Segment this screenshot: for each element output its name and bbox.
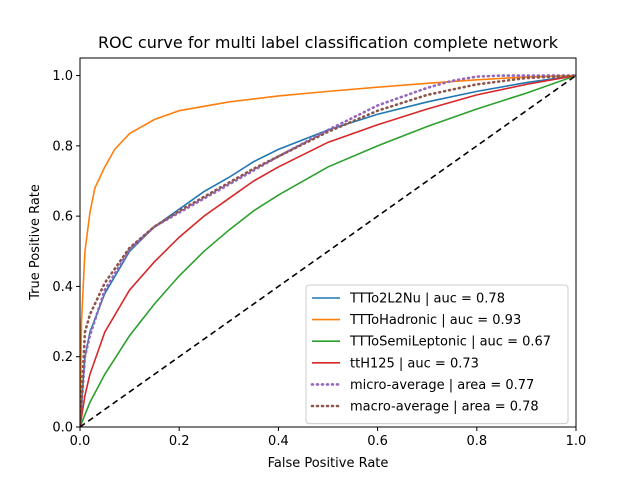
legend-entry-macro-average: macro-average | area = 0.78 — [350, 400, 539, 415]
legend-entry-tttosemileptonic: TTToSemiLeptonic | auc = 0.67 — [349, 335, 551, 350]
axes: 0.0 0.2 0.4 0.6 0.8 1.0 0.0 0.2 0.4 0.6 0.8 1.0 — [52, 57, 587, 449]
x-tick-label: 0.4 — [268, 434, 289, 449]
y-tick-label: 0.8 — [52, 139, 73, 154]
x-tick-label: 0.0 — [70, 434, 91, 449]
y-tick-label: 0.0 — [52, 421, 73, 436]
chance-diagonal-line — [80, 74, 576, 427]
legend-entry-tth125: ttH125 | auc = 0.73 — [350, 356, 479, 371]
x-tick-label: 0.2 — [169, 434, 190, 449]
series-line-tttosemileptonic — [80, 74, 576, 427]
x-tick-label: 1.0 — [566, 434, 587, 449]
legend-entry-micro-average: micro-average | area = 0.77 — [350, 378, 534, 393]
x-axis-label: False Positive Rate — [268, 456, 389, 471]
axes-frame — [79, 57, 577, 428]
x-tick-label: 0.6 — [367, 434, 388, 449]
legend-entry-ttto2l2nu: TTTo2L2Nu | auc = 0.78 — [349, 292, 505, 307]
series-line-macro-average — [80, 74, 576, 427]
legend: TTTo2L2Nu | auc = 0.78 TTToHadronic | auc… — [305, 284, 569, 425]
y-tick-label: 1.0 — [52, 69, 73, 84]
plot-area — [80, 74, 576, 427]
y-tick-label: 0.6 — [52, 210, 73, 225]
y-axis-label: True Positive Rate — [28, 184, 43, 301]
chart-title: ROC curve for multi label classification… — [98, 33, 559, 52]
series-line-tttohadronic — [80, 74, 576, 427]
legend-entry-tttohadronic: TTToHadronic | auc = 0.93 — [349, 313, 521, 328]
legend-box — [305, 284, 569, 425]
x-tick-label: 0.8 — [466, 434, 487, 449]
series-line-ttto2l2nu — [80, 74, 576, 427]
series-line-tth125 — [80, 74, 576, 427]
y-tick-label: 0.4 — [52, 280, 73, 295]
y-tick-label: 0.2 — [52, 350, 73, 365]
series-line-micro-average — [80, 74, 576, 427]
